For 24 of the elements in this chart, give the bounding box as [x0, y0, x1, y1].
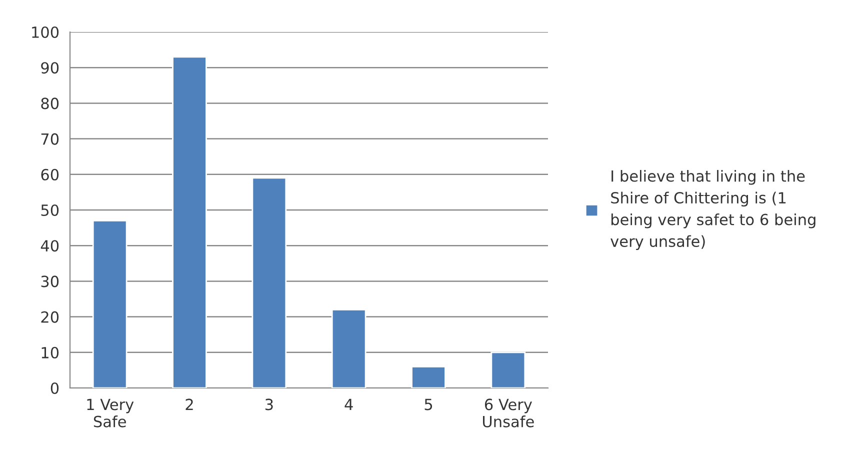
- y-tick-label: 70: [41, 133, 59, 145]
- y-tick-label: 0: [50, 382, 59, 394]
- y-tick-label: 80: [41, 98, 59, 110]
- x-tick-label: 4: [344, 398, 353, 410]
- x-tick-label: 3: [265, 398, 273, 410]
- bar: [331, 308, 366, 388]
- x-tick-label: 1 Very Safe: [87, 398, 134, 428]
- bar: [252, 177, 287, 388]
- bar: [172, 56, 207, 388]
- bar: [490, 352, 526, 388]
- bar: [92, 220, 128, 388]
- legend-label: I believe that living in the Shire of Chittering is (1 being very safet to 6 being very unsafe): [610, 170, 816, 250]
- x-tick-label: 5: [424, 398, 432, 410]
- y-tick-label: 20: [41, 311, 59, 323]
- y-tick-label: 50: [41, 204, 59, 216]
- y-tick-label: 10: [42, 346, 59, 358]
- bar: [411, 366, 446, 388]
- y-tick-label: 60: [41, 168, 59, 180]
- y-tick-label: 90: [41, 62, 59, 74]
- y-tick-label: 30: [41, 276, 59, 288]
- y-tick-label: 100: [32, 26, 59, 38]
- x-tick-label: 6 Very Unsafe: [483, 398, 534, 428]
- y-tick-label: 40: [40, 240, 59, 252]
- x-tick-label: 2: [186, 398, 193, 410]
